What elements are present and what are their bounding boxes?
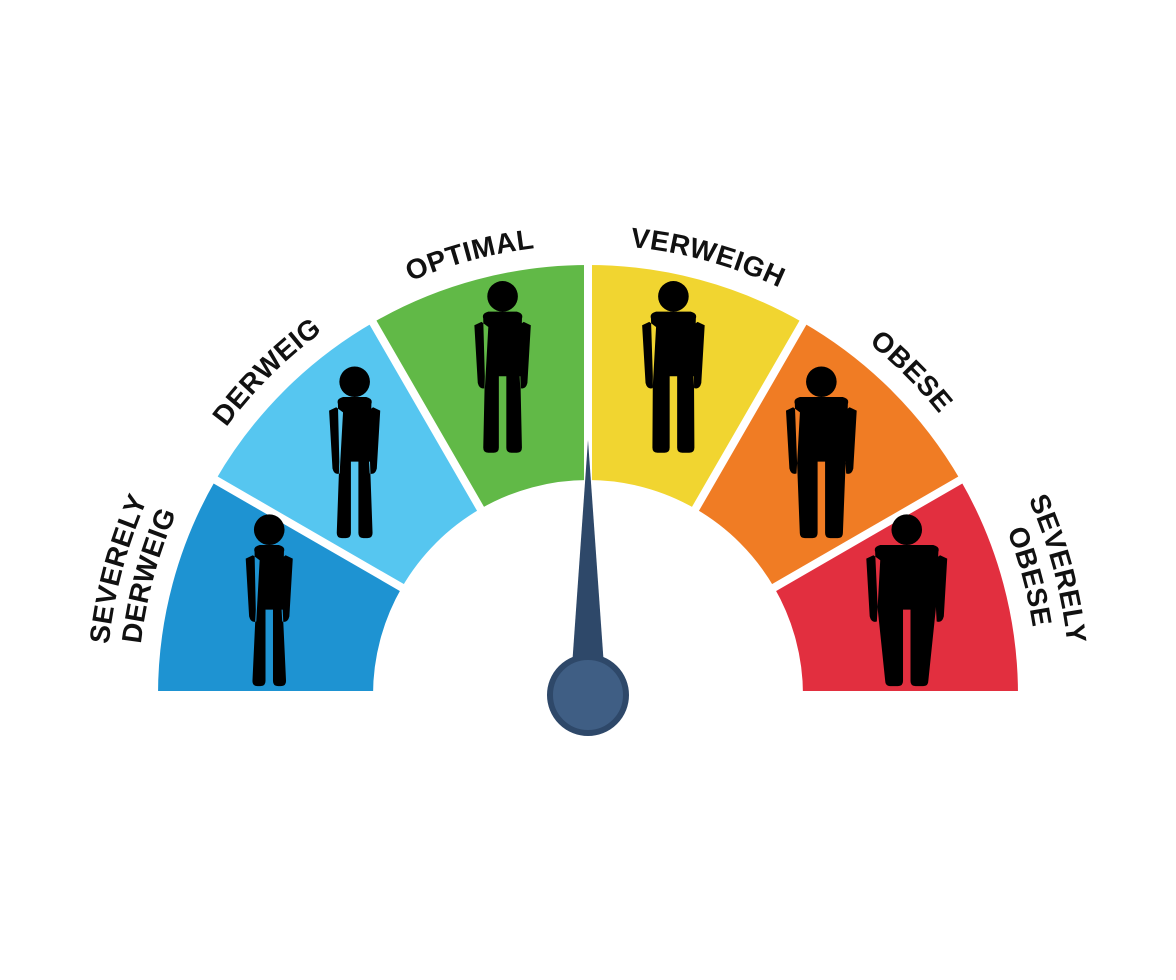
- bmi-gauge-infographic: SEVERELYUNDERWEIGHTUNDERWEIGHTOPTIMALOVE…: [0, 0, 1176, 980]
- gauge-label-1-0: UNDERWEIGHT: [0, 0, 327, 431]
- gauge-label-0-1: UNDERWEIGHT: [0, 0, 182, 645]
- gauge-svg: SEVERELYUNDERWEIGHTUNDERWEIGHTOPTIMALOVE…: [0, 0, 1176, 980]
- gauge-label-3-0: OVERWEIGHT: [0, 0, 790, 293]
- gauge-hub: [550, 657, 626, 733]
